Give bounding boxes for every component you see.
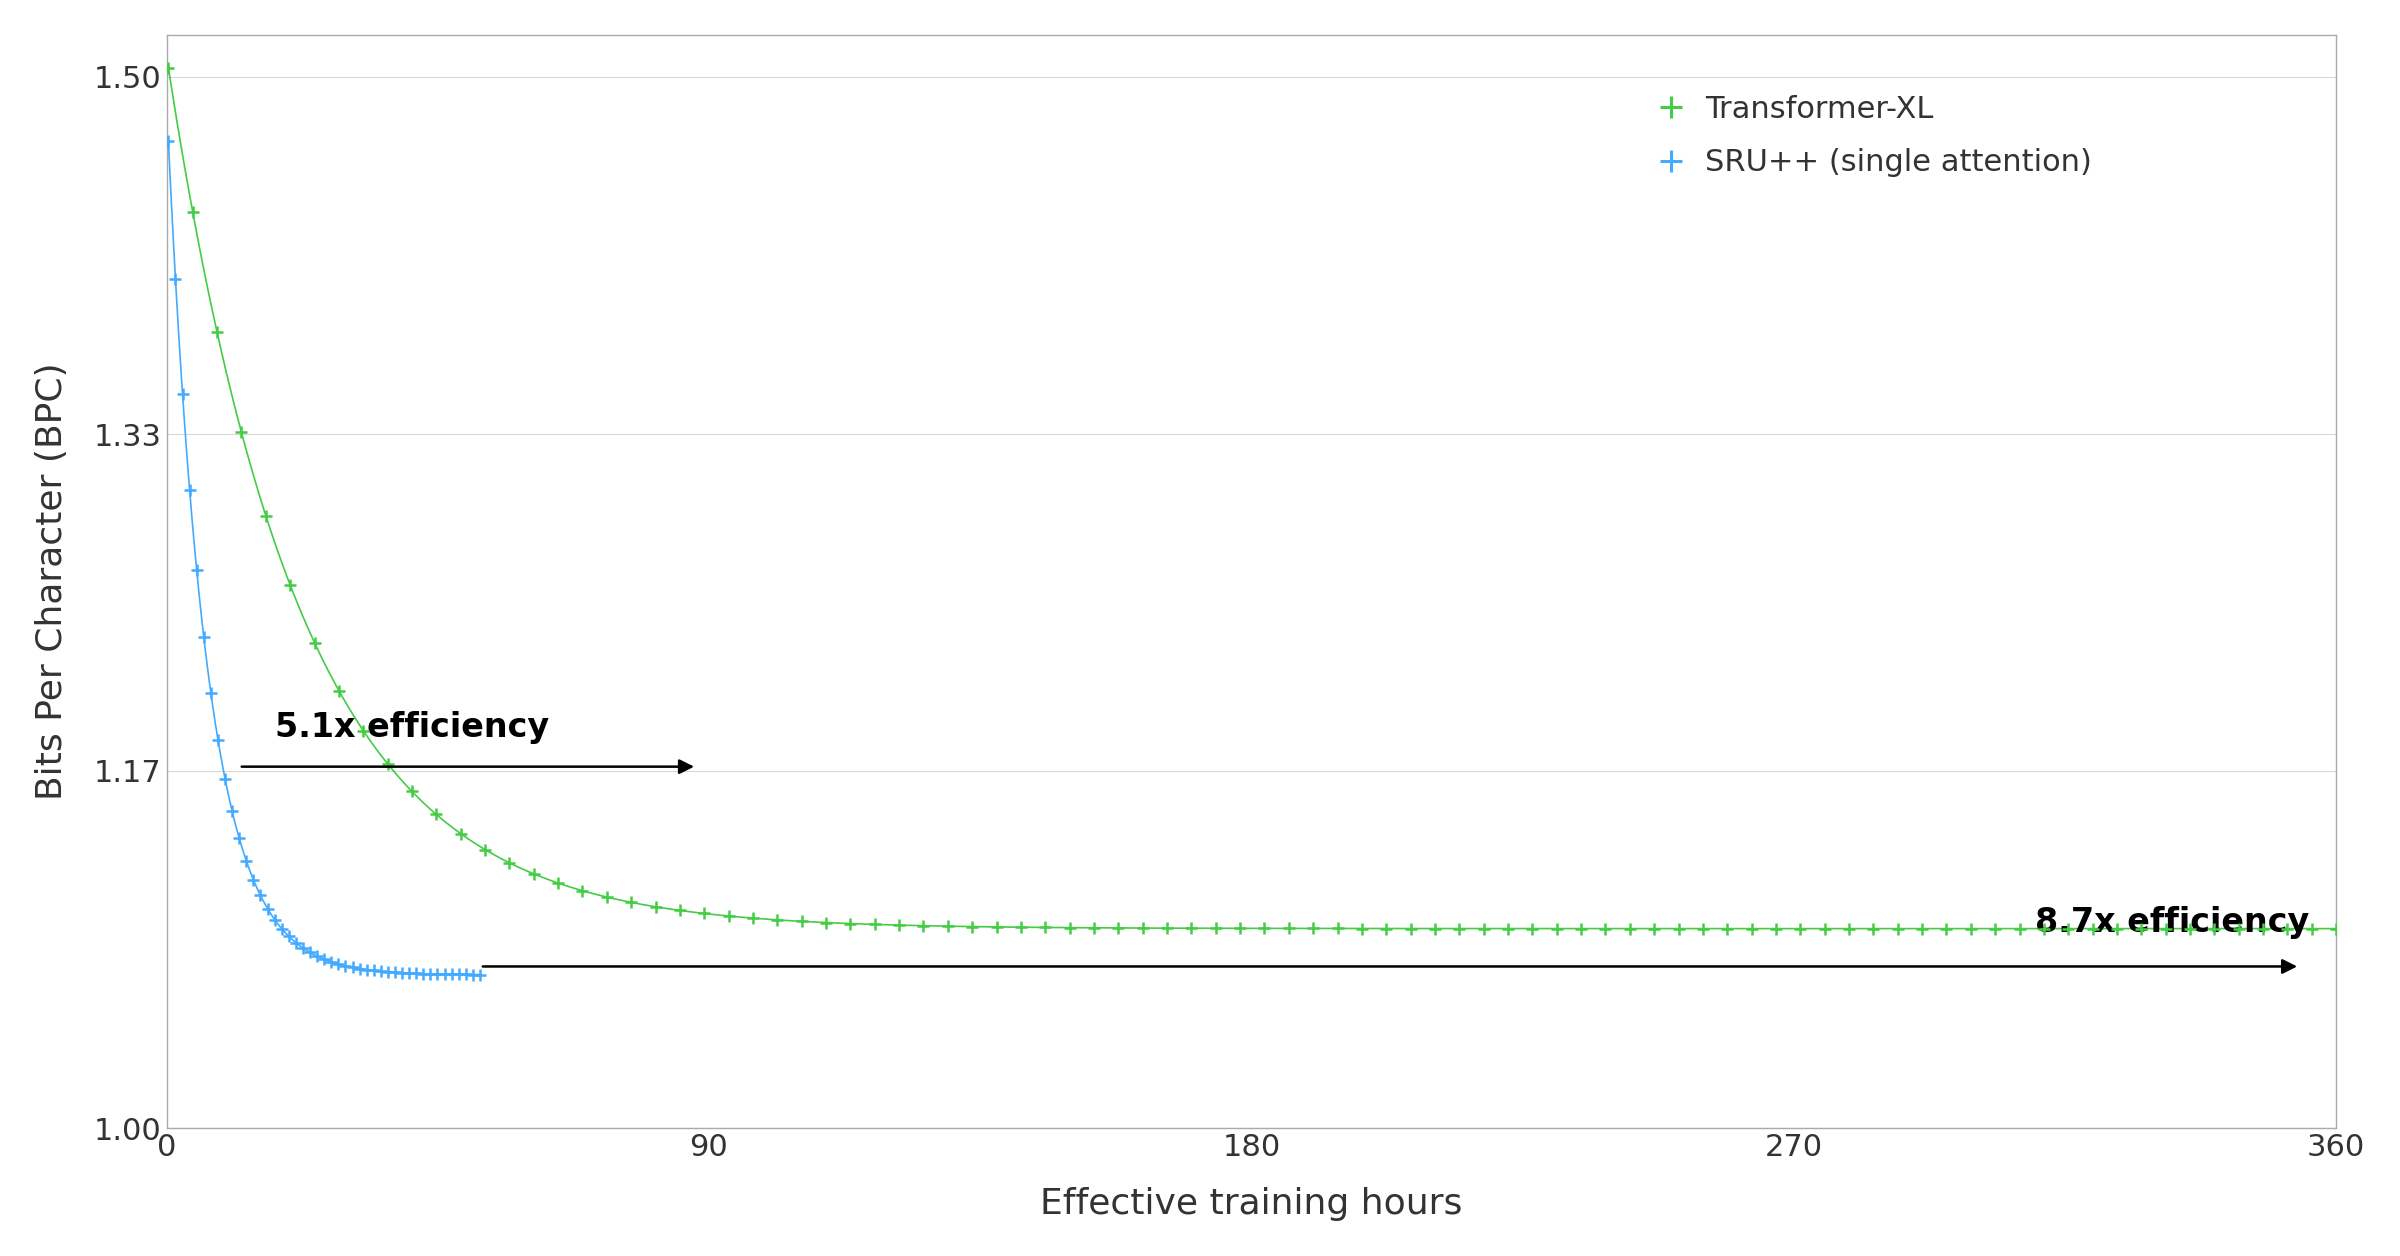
Y-axis label: Bits Per Character (BPC): Bits Per Character (BPC) [34, 363, 70, 800]
Legend: Transformer-XL, SRU++ (single attention): Transformer-XL, SRU++ (single attention) [1644, 83, 2105, 190]
X-axis label: Effective training hours: Effective training hours [1039, 1187, 1462, 1221]
Text: 5.1x efficiency: 5.1x efficiency [276, 711, 550, 744]
Text: 8.7x efficiency: 8.7x efficiency [2035, 906, 2309, 939]
